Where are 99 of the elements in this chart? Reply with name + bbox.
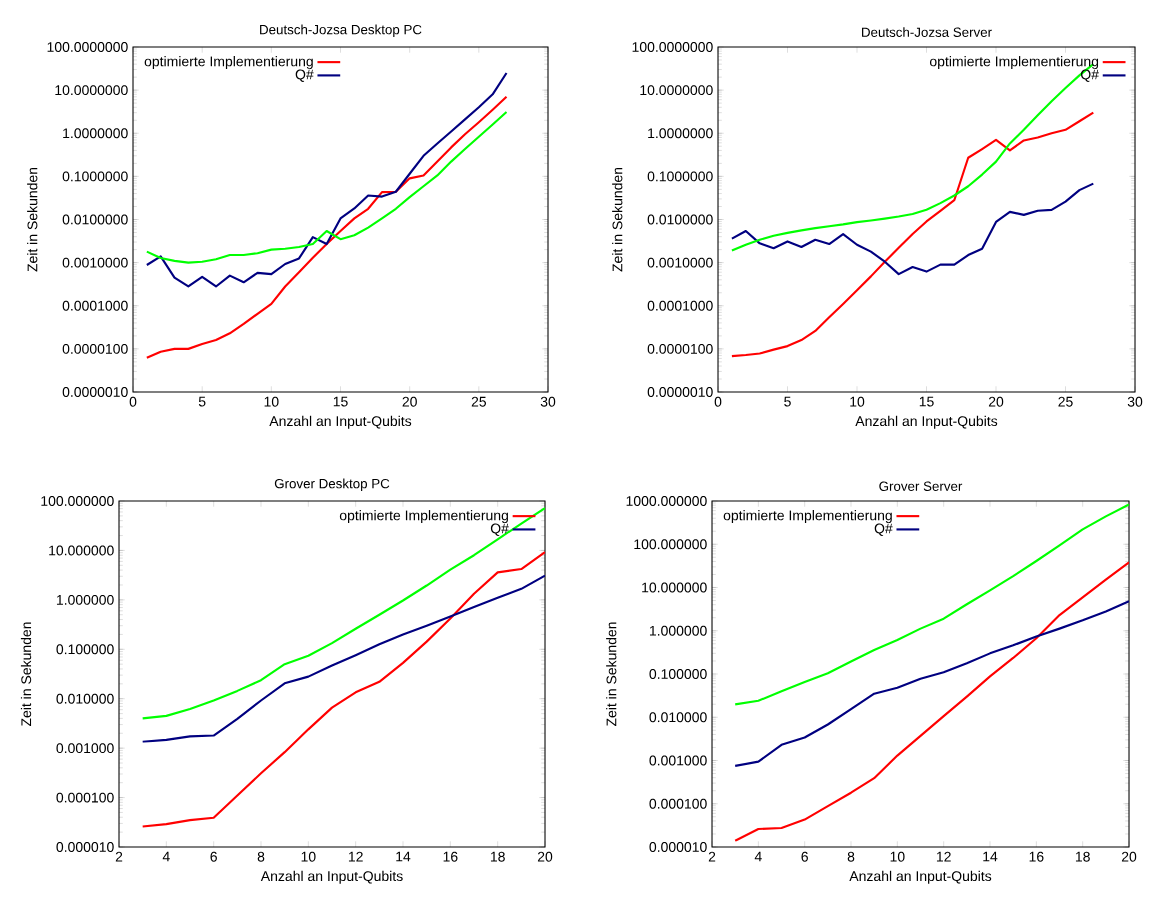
y-tick-label: 0.000100 <box>649 798 707 809</box>
y-tick-label: 0.1000000 <box>62 171 128 182</box>
y-tick-label: 10.000000 <box>49 545 114 556</box>
legend-label: Q# <box>874 523 893 536</box>
y-tick-label: 0.000010 <box>56 842 114 852</box>
y-tick-label: 0.010000 <box>56 693 114 704</box>
legend-label: optimierte Implementierung <box>723 510 892 524</box>
x-tick-label: 15 <box>333 396 348 407</box>
y-tick-label: 0.0010000 <box>647 257 713 268</box>
y-tick-label: 0.001000 <box>649 755 707 766</box>
x-tick-label: 0 <box>714 396 722 407</box>
x-tick-label: 0 <box>129 396 137 407</box>
y-tick-label: 0.0000100 <box>647 343 713 354</box>
line-series <box>734 561 1130 842</box>
x-tick-label: 20 <box>402 396 417 407</box>
y-tick-label: 1.0000000 <box>648 128 713 139</box>
x-axis-title: Anzahl an Input-Qubits <box>260 870 403 884</box>
y-tick-label: 0.0000010 <box>62 387 128 397</box>
line-series <box>141 506 546 720</box>
chart-title: Deutsch-Jozsa Server <box>862 27 992 37</box>
line-series <box>145 71 508 288</box>
y-tick-label: 100.000000 <box>41 496 114 506</box>
x-axis-title: Anzahl an Input-Qubits <box>855 415 998 429</box>
y-tick-label: 0.010000 <box>649 712 707 723</box>
y-tick-label: 0.001000 <box>56 743 114 754</box>
line-series <box>730 111 1095 358</box>
chart-title: Deutsch-Jozsa Desktop PC <box>260 24 422 37</box>
legend-label: optimierte Implementierung <box>929 56 1099 70</box>
y-tick-label: 0.0010000 <box>62 257 128 268</box>
chart-title: Grover Desktop PC <box>274 478 390 491</box>
legend-label: optimierte Implementierung <box>144 56 313 70</box>
y-tick-label: 10.0000000 <box>55 85 128 96</box>
chart-title: Grover Server <box>879 481 963 491</box>
line-series <box>730 182 1095 276</box>
x-tick-label: 10 <box>264 396 279 407</box>
legend-label: Q# <box>1081 69 1099 82</box>
x-tick-label: 12 <box>936 851 951 862</box>
y-axis-title: Zeit in Sekunden <box>20 622 32 727</box>
x-tick-label: 18 <box>490 851 505 862</box>
x-tick-label: 5 <box>198 396 206 407</box>
x-axis-title: Anzahl an Input-Qubits <box>269 415 412 429</box>
x-tick-label: 16 <box>1029 851 1044 862</box>
y-axis-title: Zeit in Sekunden <box>606 622 617 727</box>
x-tick-label: 14 <box>396 851 411 862</box>
x-tick-label: 2 <box>115 851 123 862</box>
x-tick-label: 16 <box>443 851 458 862</box>
y-tick-label: 0.0100000 <box>62 214 128 225</box>
y-tick-label: 0.0000010 <box>647 387 713 397</box>
y-tick-label: 1000.000000 <box>626 496 707 506</box>
x-tick-label: 14 <box>983 851 998 862</box>
x-tick-label: 12 <box>348 851 363 862</box>
y-tick-label: 0.000100 <box>56 792 114 803</box>
y-tick-label: 100.0000000 <box>632 42 713 52</box>
line-series <box>145 110 508 264</box>
legend-label: Q# <box>490 523 509 536</box>
x-tick-label: 4 <box>754 851 762 862</box>
y-tick-label: 1.000000 <box>56 594 114 605</box>
y-tick-label: 0.0000100 <box>62 343 128 354</box>
y-tick-label: 10.0000000 <box>640 85 713 96</box>
y-tick-label: 10.000000 <box>642 582 707 593</box>
x-tick-label: 20 <box>537 851 553 862</box>
x-tick-label: 6 <box>801 851 808 862</box>
y-tick-label: 0.0001000 <box>62 300 128 311</box>
legend-label: Q# <box>295 69 314 82</box>
line-series <box>734 600 1130 767</box>
x-tick-label: 4 <box>162 851 170 862</box>
y-tick-label: 1.000000 <box>649 625 707 636</box>
x-axis-title: Anzahl an Input-Qubits <box>849 870 992 884</box>
x-tick-label: 2 <box>708 851 716 862</box>
x-tick-label: 30 <box>1127 396 1143 407</box>
y-tick-label: 0.100000 <box>649 669 707 679</box>
line-series <box>141 551 546 828</box>
x-tick-label: 10 <box>301 851 316 862</box>
y-tick-label: 1.0000000 <box>63 128 128 139</box>
x-tick-label: 18 <box>1075 851 1090 862</box>
y-tick-label: 0.0001000 <box>647 300 713 311</box>
x-tick-label: 20 <box>1121 851 1137 862</box>
x-tick-label: 25 <box>1058 396 1073 407</box>
x-tick-label: 25 <box>471 396 487 407</box>
x-tick-label: 30 <box>540 396 556 407</box>
legend-label: optimierte Implementierung <box>339 510 508 524</box>
y-tick-label: 100.000000 <box>634 539 707 550</box>
x-tick-label: 10 <box>850 396 865 407</box>
y-tick-label: 0.0100000 <box>647 214 713 225</box>
y-tick-label: 100.0000000 <box>47 42 128 52</box>
x-tick-label: 6 <box>210 851 217 862</box>
y-tick-label: 0.000010 <box>649 842 707 852</box>
y-axis-title: Zeit in Sekunden <box>27 167 38 272</box>
y-axis-title: Zeit in Sekunden <box>612 167 623 272</box>
x-tick-label: 5 <box>784 396 791 407</box>
y-tick-label: 0.1000000 <box>647 171 713 182</box>
y-tick-label: 0.100000 <box>56 644 114 655</box>
x-tick-label: 8 <box>257 851 265 862</box>
x-tick-label: 15 <box>919 396 934 407</box>
line-series <box>141 574 546 743</box>
line-series <box>145 95 508 359</box>
x-tick-label: 10 <box>890 851 905 862</box>
x-tick-label: 20 <box>988 396 1004 407</box>
x-tick-label: 8 <box>847 851 855 862</box>
